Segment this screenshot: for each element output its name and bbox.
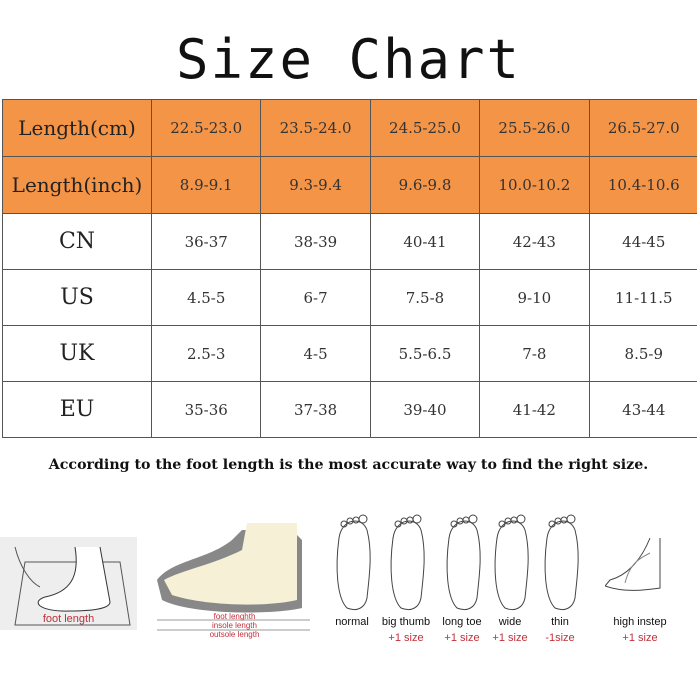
foot-outline-icon	[336, 514, 371, 611]
table-cell: 23.5-24.0	[260, 99, 371, 157]
table-cell: 11-11.5	[588, 269, 697, 326]
table-row: UK 2.5-3 4-5 5.5-6.5 7-8 8.5-9	[2, 325, 697, 382]
row-label: CN	[2, 213, 152, 270]
table-cell: 24.5-25.0	[369, 99, 481, 157]
table-cell: 40-41	[369, 213, 481, 270]
foot-type-adjust: +1 size	[444, 632, 480, 644]
foot-type-item: normal	[317, 508, 387, 648]
foot-type-adjust: -1size	[545, 632, 575, 644]
shoe-section-icon	[157, 523, 310, 631]
table-cell: 35-36	[150, 381, 262, 438]
foot-type-name: normal	[335, 616, 369, 628]
table-cell: 25.5-26.0	[479, 99, 590, 157]
foot-outline-icon	[446, 514, 481, 611]
foot-type-name: thin	[551, 616, 569, 628]
table-cell: 9-10	[479, 269, 590, 326]
outsole-length-label: outsole length	[209, 630, 260, 639]
table-cell: 42-43	[479, 213, 590, 270]
foot-type-item: big thumb +1 size	[371, 508, 441, 648]
table-cell: 7-8	[479, 325, 590, 382]
table-cell: 7.5-8	[369, 269, 481, 326]
foot-measure-icon	[14, 546, 131, 626]
table-cell: 10.0-10.2	[479, 156, 590, 214]
table-cell: 2.5-3	[150, 325, 262, 382]
foot-type-name: long toe	[442, 616, 482, 628]
table-cell: 43-44	[588, 381, 697, 438]
shoe-illustration: foot lenghth insole length outsole lengt…	[152, 520, 317, 645]
table-cell: 8.9-9.1	[150, 156, 262, 214]
table-row: EU 35-36 37-38 39-40 41-42 43-44	[2, 381, 697, 438]
foot-type-name: wide	[498, 616, 522, 628]
table-cell: 38-39	[260, 213, 371, 270]
foot-type-name: big thumb	[381, 616, 431, 628]
table-row: US 4.5-5 6-7 7.5-8 9-10 11-11.5	[2, 269, 697, 326]
table-cell: 4.5-5	[150, 269, 262, 326]
foot-type-item: wide +1 size	[475, 508, 545, 648]
table-cell: 39-40	[369, 381, 481, 438]
foot-length-label: foot length	[42, 613, 95, 625]
table-cell: 6-7	[260, 269, 371, 326]
table-cell: 22.5-23.0	[150, 99, 262, 157]
table-cell: 8.5-9	[588, 325, 697, 382]
foot-type-item: high instep +1 size	[604, 508, 675, 648]
measure-illustration: foot length	[0, 537, 137, 630]
row-label: Length(cm)	[2, 99, 152, 157]
sizing-note: According to the foot length is the most…	[48, 457, 649, 473]
foot-type-adjust: +1 size	[388, 632, 424, 644]
table-cell: 26.5-27.0	[588, 99, 697, 157]
table-cell: 44-45	[588, 213, 697, 270]
row-label: UK	[2, 325, 152, 382]
size-table: Length(cm) 22.5-23.0 23.5-24.0 24.5-25.0 25.…	[2, 99, 697, 438]
foot-type-item: thin -1size	[525, 508, 595, 648]
foot-type-adjust: +1 size	[622, 632, 658, 644]
table-cell: 10.4-10.6	[588, 156, 697, 214]
table-row: CN 36-37 38-39 40-41 42-43 44-45	[2, 213, 697, 270]
foot-type-name: high instep	[613, 616, 667, 628]
table-cell: 9.6-9.8	[369, 156, 481, 214]
foot-type-item: long toe +1 size	[427, 508, 497, 648]
insole-length-label: insole length	[212, 621, 257, 630]
foot-side-icon	[604, 537, 661, 591]
shoe-foot-length-label: foot lenghth	[213, 612, 256, 621]
table-row: Length(cm) 22.5-23.0 23.5-24.0 24.5-25.0 25.…	[2, 99, 697, 157]
table-cell: 5.5-6.5	[369, 325, 481, 382]
row-label: Length(inch)	[2, 156, 152, 214]
table-cell: 9.3-9.4	[260, 156, 371, 214]
table-cell: 36-37	[150, 213, 262, 270]
page-title: Size Chart	[175, 28, 522, 91]
row-label: US	[2, 269, 152, 326]
table-cell: 41-42	[479, 381, 590, 438]
foot-type-adjust: +1 size	[492, 632, 528, 644]
table-row: Length(inch) 8.9-9.1 9.3-9.4 9.6-9.8 10.0-10…	[2, 156, 697, 214]
foot-outline-icon	[544, 514, 579, 611]
table-cell: 4-5	[260, 325, 371, 382]
row-label: EU	[2, 381, 152, 438]
table-cell: 37-38	[260, 381, 371, 438]
foot-outline-icon	[494, 514, 529, 611]
foot-outline-icon	[390, 514, 425, 611]
